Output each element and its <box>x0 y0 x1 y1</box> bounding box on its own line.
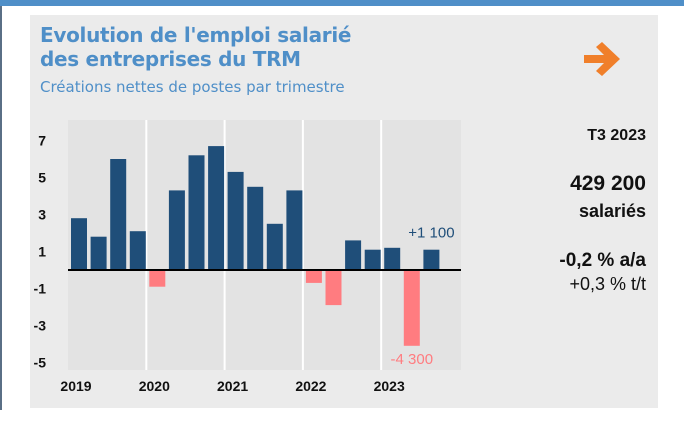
x-tick-label: 2019 <box>60 378 91 394</box>
bar <box>227 171 244 270</box>
bar <box>168 190 185 270</box>
bar <box>384 247 401 270</box>
arrow-right-icon-shape <box>584 42 620 76</box>
plot-area <box>68 120 461 370</box>
kpi-count-unit: salariés <box>578 201 646 221</box>
kpi-employee-count: 429 200 <box>570 172 646 195</box>
bar <box>345 240 362 270</box>
bar <box>149 270 166 287</box>
bar <box>188 155 205 270</box>
chart-title-line-1: Evolution de l'emploi salarié <box>40 23 352 47</box>
bar <box>325 270 342 306</box>
bar <box>266 223 283 271</box>
bar <box>110 159 127 270</box>
bar <box>129 231 146 271</box>
y-tick-label: -5 <box>34 355 47 371</box>
arrow-right-icon <box>584 42 620 76</box>
y-tick-label: -3 <box>34 318 47 334</box>
bar <box>403 270 420 346</box>
x-tick-label: 2023 <box>374 378 405 394</box>
chart-subtitle: Créations nettes de postes par trimestre <box>40 78 345 96</box>
y-tick-label: 7 <box>38 133 46 149</box>
kpi-year-over-year: -0,2 % a/a <box>559 250 646 271</box>
kpi-period: T3 2023 <box>587 127 646 144</box>
data-label: +1 100 <box>408 225 454 242</box>
x-tick-label: 2020 <box>139 378 170 394</box>
bar <box>364 249 381 271</box>
bar <box>286 190 303 270</box>
bar <box>71 218 87 270</box>
chart-title: Evolution de l'emploi salarié des entrep… <box>40 23 351 71</box>
data-label: -4 300 <box>391 351 434 368</box>
y-tick-label: 5 <box>38 170 46 186</box>
bar <box>305 270 322 283</box>
left-border-line <box>0 6 2 410</box>
kpi-quarter-over-quarter: +0,3 % t/t <box>569 274 646 294</box>
y-tick-label: 1 <box>38 244 46 260</box>
chart-title-line-2: des entreprises du TRM <box>40 47 301 71</box>
y-tick-label: 3 <box>38 207 46 223</box>
bar <box>247 186 264 271</box>
bar <box>423 249 440 271</box>
x-tick-label: 2022 <box>295 378 326 394</box>
bar <box>208 146 225 271</box>
top-accent-bar <box>0 0 684 6</box>
bar <box>90 236 107 270</box>
y-tick-label: -1 <box>34 281 47 297</box>
x-tick-label: 2021 <box>217 378 248 394</box>
